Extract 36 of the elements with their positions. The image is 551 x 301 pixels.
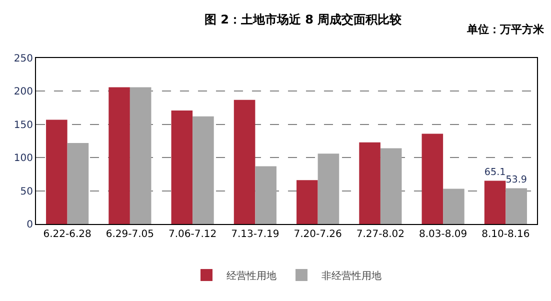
bar xyxy=(255,166,276,224)
x-tick-label: 7.20-7.26 xyxy=(294,229,342,240)
x-tick-label: 7.27-8.02 xyxy=(356,229,405,240)
bar xyxy=(130,87,152,224)
y-tick-label: 100 xyxy=(14,153,33,164)
bar xyxy=(318,154,340,224)
y-tick-label: 0 xyxy=(26,220,33,230)
chart-title: 图 2：土地市场近 8 周成交面积比较 xyxy=(204,12,403,26)
bar xyxy=(296,180,318,224)
bar xyxy=(46,120,68,224)
y-tick-label: 200 xyxy=(14,86,33,98)
bar xyxy=(192,116,214,224)
bar xyxy=(67,142,89,224)
x-tick-label: 6.22-6.28 xyxy=(43,229,92,240)
bar xyxy=(380,148,402,224)
x-tick-label: 8.10-8.16 xyxy=(482,229,530,240)
legend-label: 非经营性用地 xyxy=(322,270,382,282)
y-tick-label: 250 xyxy=(14,54,33,64)
x-tick-label: 6.29-7.05 xyxy=(106,229,154,240)
data-label: 53.9 xyxy=(506,174,527,186)
data-label: 65.1 xyxy=(484,167,506,178)
bar xyxy=(443,188,464,224)
bar xyxy=(484,180,506,224)
bar xyxy=(506,188,527,224)
y-tick-label: 50 xyxy=(20,186,33,198)
text: 单位：万平方米 xyxy=(466,23,545,36)
bar xyxy=(234,100,256,224)
x-tick-label: 7.13-7.19 xyxy=(231,229,280,240)
bar xyxy=(171,110,193,224)
bar xyxy=(359,142,380,224)
legend-label: 经营性用地 xyxy=(226,270,276,282)
x-tick-label: 7.06-7.12 xyxy=(168,229,217,240)
bar xyxy=(108,87,130,224)
bar xyxy=(422,134,444,224)
x-tick-label: 8.03-8.09 xyxy=(418,229,468,240)
y-tick-label: 150 xyxy=(14,120,33,131)
